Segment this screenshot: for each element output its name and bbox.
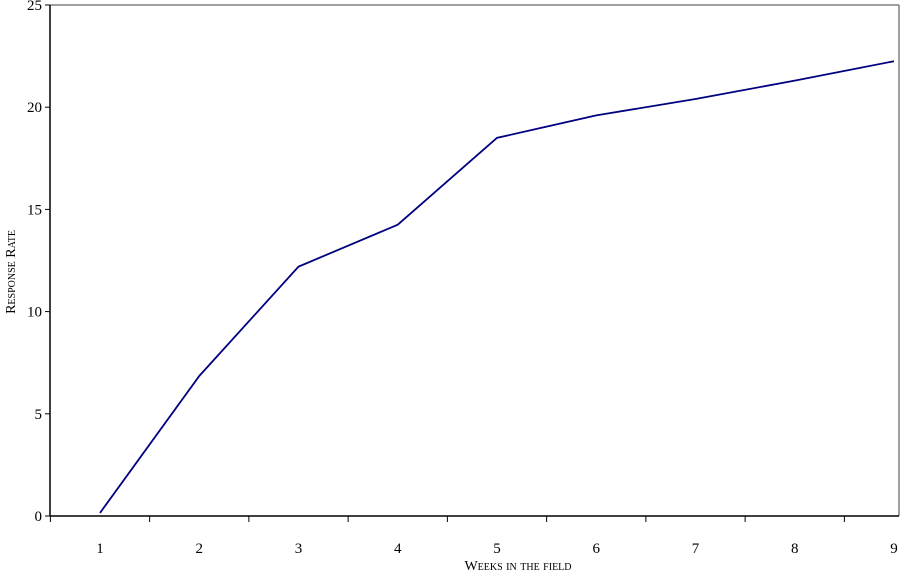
x-tick-label: 1 xyxy=(96,541,104,557)
y-tick-label: 20 xyxy=(27,100,42,116)
x-tick-label: 6 xyxy=(593,541,601,557)
x-tick-label: 8 xyxy=(791,541,799,557)
x-axis: 1 2 3 4 5 6 7 8 9 xyxy=(49,515,899,557)
x-tick-label: 4 xyxy=(394,541,402,557)
y-tick-label: 15 xyxy=(27,202,42,218)
x-tick-label: 5 xyxy=(493,541,501,557)
x-tick-label: 7 xyxy=(692,541,700,557)
series-layer xyxy=(99,60,895,514)
plot-frame xyxy=(50,4,900,516)
x-tick-label: 9 xyxy=(890,541,898,557)
y-axis-title: Response Rate xyxy=(4,230,19,314)
series-line xyxy=(99,60,895,514)
y-axis: 0 5 10 15 20 25 xyxy=(27,0,51,525)
y-tick-label: 0 xyxy=(35,509,43,525)
y-tick-label: 25 xyxy=(27,0,42,14)
y-tick-label: 10 xyxy=(27,305,42,321)
x-tick-label: 3 xyxy=(295,541,303,557)
x-tick-label: 2 xyxy=(196,541,204,557)
x-axis-title: Weeks in the field xyxy=(464,559,571,571)
y-tick-label: 5 xyxy=(35,407,43,423)
